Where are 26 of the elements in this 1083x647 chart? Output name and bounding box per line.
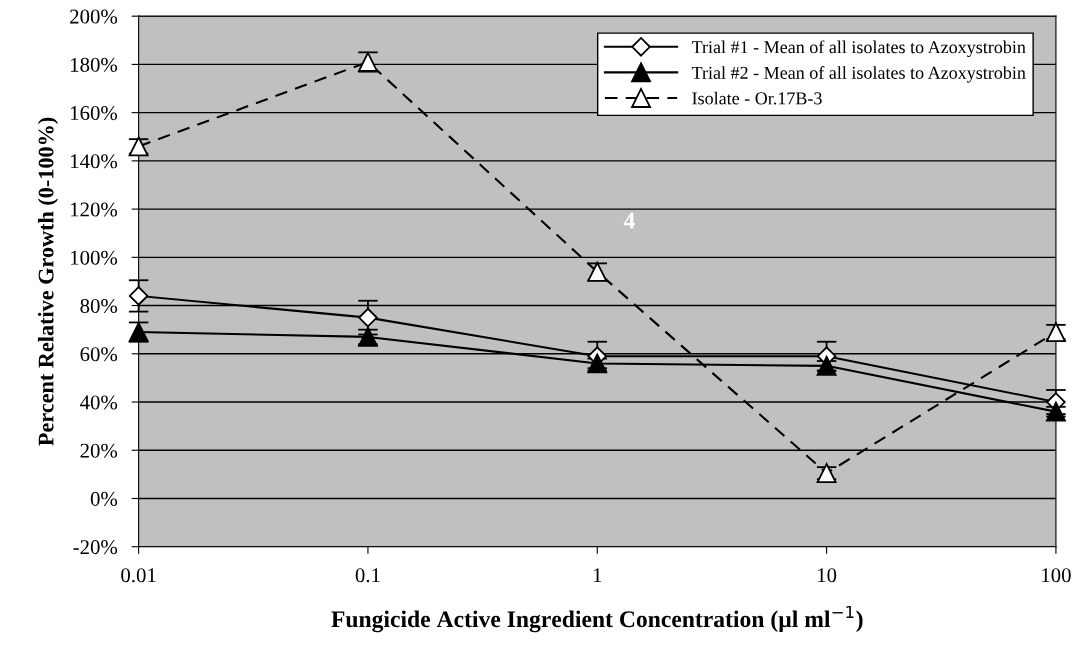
y-tick-label: 140% [71,154,118,169]
x-tick-label: 0.1 [355,568,380,583]
point [128,286,149,306]
y-tick-label: -20% [73,540,118,555]
y-axis-title: Percent Relative Growth (0-100%) [37,117,59,446]
point [358,307,378,328]
legend-label: Trial #1 - Mean of all isolates to Azoxystrobin [691,40,1026,57]
legend-label: Isolate - Or.17B-3 [692,91,822,105]
x-tick-label: 100 [1042,568,1071,583]
y-tick-label: 200% [70,9,118,24]
y-tick-label: 80% [80,298,118,314]
y-tick-label: 40% [80,395,118,410]
y-tick-label: 120% [71,202,118,217]
x-axis-title: Fungicide Active Ingredient Concentration (µl ml$^{−1}$) [331,605,863,633]
annotation: 4 [623,212,635,229]
y-tick-label: 60% [80,347,118,362]
y-tick-label: 180% [71,57,118,72]
y-tick-label: 20% [80,443,118,458]
x-tick-label: 0.01 [121,568,156,583]
point [816,355,837,376]
y-tick-label: 0% [90,491,118,506]
legend-label: Trial #2 - Mean of all isolates to Azoxystrobin [691,66,1026,83]
y-tick-label: 160% [71,106,118,121]
x-tick-label: 10 [818,568,837,583]
x-tick-label: 1 [593,568,602,582]
y-tick-label: 100% [71,250,118,265]
